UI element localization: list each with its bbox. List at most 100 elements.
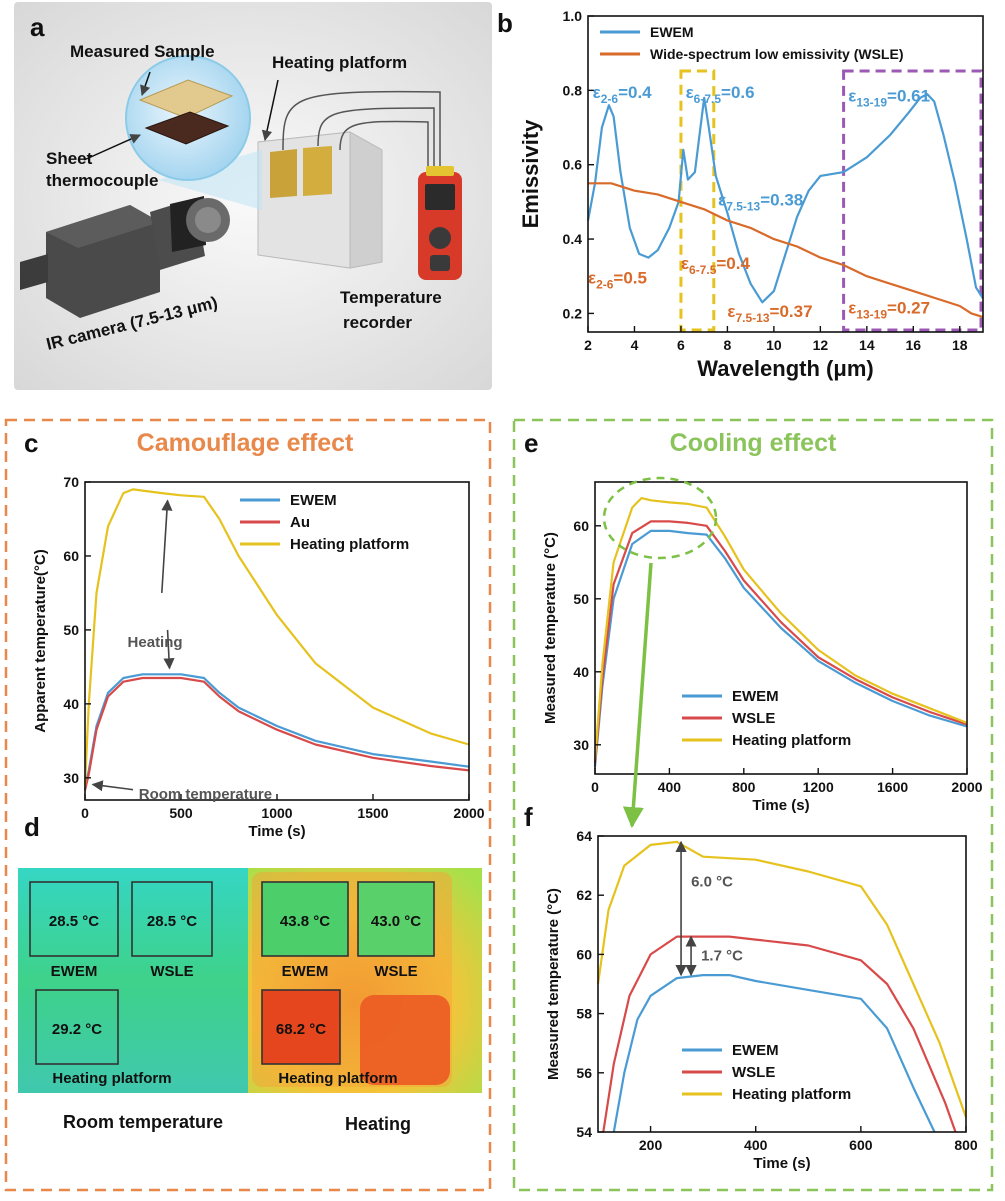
room-label-wsle: WSLE	[150, 963, 193, 980]
y-tick-label: 58	[576, 1006, 592, 1022]
measured-sample	[138, 79, 234, 119]
camouflage-effect-title: Camouflage effect	[137, 429, 354, 457]
panel-d-letter: d	[24, 812, 40, 842]
legend-label: WSLE	[732, 1064, 775, 1081]
y-tick-label: 54	[576, 1124, 592, 1140]
room-box-ewem	[29, 881, 119, 957]
room-label-ewem: EWEM	[51, 963, 98, 980]
y-tick-label: 0.8	[563, 82, 583, 98]
x-tick-label: 4	[631, 337, 639, 353]
room-box-wsle	[131, 881, 213, 957]
panel-b: b 2 4 6 8 10 12 14 16 18 0.2 0.4 0.6 0.8 1.0 Wavelengt…	[497, 8, 984, 381]
room-box-heating-platform	[35, 989, 119, 1065]
panel-f-letter: f	[524, 802, 533, 832]
arrow-heating-up	[161, 499, 173, 593]
heat-label-heating-platform: Heating platform	[278, 1070, 397, 1087]
emissivity-annotation: ε6-7.5=0.6	[686, 83, 755, 106]
emissivity-annotation: ε2-6=0.4	[593, 83, 653, 106]
y-axis-label: Measured temperature (°C)	[542, 532, 559, 724]
difference-label: 1.7 °C	[701, 947, 743, 964]
panel-b-letter: b	[497, 8, 513, 38]
series-line-ewem	[612, 974, 936, 1133]
legend-label: Wide-spectrum low emissivity (WSLE)	[650, 46, 903, 62]
x-tick-label: 500	[169, 805, 193, 821]
legend: EWEM Au Heating platform	[240, 492, 409, 553]
x-tick-label: 8	[724, 337, 732, 353]
label-sheet-thermocouple-line1: Sheet	[46, 149, 93, 168]
panel-e: e 0 400 800 1200 1600 2000 30 40 50 60 Time (s) Mea…	[524, 428, 983, 829]
y-tick-label: 56	[576, 1065, 592, 1081]
legend-label: EWEM	[650, 24, 694, 40]
emissivity-annotation: ε7.5-13=0.37	[727, 302, 812, 325]
x-tick-label: 12	[813, 337, 829, 353]
cooling-temperature-chart: 0 400 800 1200 1600 2000 30 40 50 60 Time (s) Measu…	[542, 481, 983, 814]
y-tick-label: 50	[63, 622, 79, 638]
x-tick-label: 14	[859, 337, 875, 353]
emissivity-annotation: ε6-7.5=0.4	[681, 254, 751, 277]
y-tick-label: 70	[63, 474, 79, 490]
emissivity-annotation: ε7.5-13=0.38	[718, 191, 803, 214]
ir-image-room-temperature: 28.5 °C 28.5 °C 29.2 °C EWEM WSLE Heatin…	[18, 868, 248, 1093]
panel-d: d 28.5 °C 28.5 °C 29.2 °C EWEM WSLE Heat…	[18, 812, 482, 1134]
heat-temp-heating-platform: 68.2 °C	[276, 1021, 326, 1038]
x-axis-label: Time (s)	[752, 797, 809, 814]
y-axis-label: Measured temperature (°C)	[545, 888, 562, 1080]
y-tick-label: 40	[573, 664, 589, 680]
series-line-wsle	[602, 935, 957, 1133]
y-axis-label: Emissivity	[518, 119, 543, 229]
legend: EWEM Wide-spectrum low emissivity (WSLE)	[600, 24, 903, 62]
arrow-room-temperature	[91, 780, 134, 792]
label-temperature-recorder-line2: recorder	[343, 313, 412, 332]
zoom-arrow	[622, 562, 653, 829]
y-tick-label: 50	[573, 591, 589, 607]
band-region-0	[679, 69, 716, 332]
label-sheet-thermocouple-line2: thermocouple	[46, 171, 158, 190]
x-tick-label: 0	[81, 805, 89, 821]
legend-label: WSLE	[732, 710, 775, 727]
y-tick-label: 0.2	[563, 305, 583, 321]
x-tick-label: 2000	[951, 779, 982, 795]
label-measured-sample: Measured Sample	[70, 42, 215, 61]
annotation-room-temperature: Room temperature	[139, 786, 272, 803]
y-tick-label: 30	[63, 770, 79, 786]
legend: EWEM WSLE Heating platform	[682, 1042, 851, 1103]
label-temperature-recorder-line1: Temperature	[340, 288, 442, 307]
series-line-wsle	[593, 520, 968, 764]
heat-label-wsle: WSLE	[374, 963, 417, 980]
cooling-effect-frame	[512, 418, 994, 1192]
legend-label: Au	[290, 514, 310, 531]
temperature-recorder-illustration	[418, 166, 462, 280]
emissivity-annotation: ε2-6=0.5	[588, 269, 647, 292]
emissivity-annotation: ε13-19=0.27	[848, 298, 930, 321]
x-axis-label: Time (s)	[753, 1155, 810, 1172]
y-tick-label: 62	[576, 887, 592, 903]
series-line-ewem	[83, 673, 470, 790]
legend-label: Heating platform	[732, 732, 851, 749]
y-tick-label: 40	[63, 696, 79, 712]
band-region-1	[842, 69, 983, 332]
x-tick-label: 200	[639, 1137, 663, 1153]
heating-platform-illustration	[257, 90, 441, 269]
heat-temp-wsle: 43.0 °C	[371, 913, 421, 930]
legend-label: Heating platform	[290, 536, 409, 553]
series-line-heating-platform	[596, 840, 968, 1118]
heat-box-ewem	[261, 881, 349, 957]
x-tick-label: 10	[766, 337, 782, 353]
y-tick-label: 30	[573, 737, 589, 753]
x-tick-label: 2	[584, 337, 592, 353]
panel-c-letter: c	[24, 428, 38, 458]
legend-label: EWEM	[290, 492, 337, 509]
x-tick-label: 400	[658, 779, 682, 795]
y-axis-label: Apparent temperature(°C)	[32, 549, 49, 733]
y-tick-label: 1.0	[563, 8, 583, 24]
cooling-effect-title: Cooling effect	[670, 429, 837, 457]
y-tick-label: 60	[573, 518, 589, 534]
camouflage-effect-frame	[4, 418, 492, 1192]
x-tick-label: 1000	[261, 805, 292, 821]
x-tick-label: 0	[591, 779, 599, 795]
heat-box-heating-platform	[261, 989, 341, 1065]
sample-zoom-bubble	[125, 55, 262, 210]
room-temp-wsle: 28.5 °C	[147, 913, 197, 930]
zoomed-cooling-chart: 200 400 600 800 54 56 58 60 62 64 Time (s) Measured…	[545, 828, 978, 1172]
